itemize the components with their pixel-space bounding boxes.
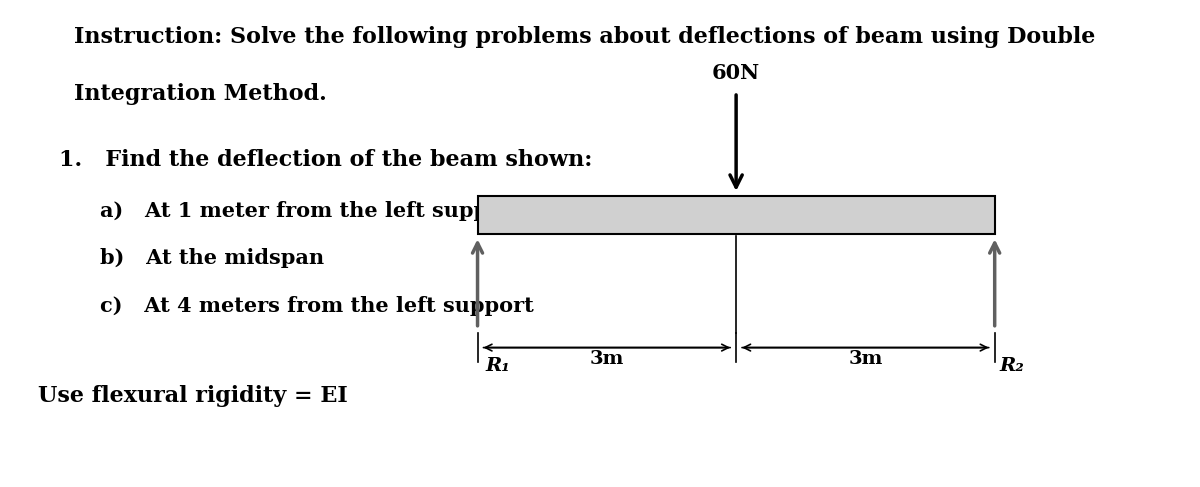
Text: R₂: R₂ [1000, 357, 1025, 375]
Text: b)   At the midspan: b) At the midspan [100, 248, 324, 268]
Text: R₁: R₁ [486, 357, 510, 375]
Text: Use flexural rigidity = EI: Use flexural rigidity = EI [38, 385, 348, 408]
Text: 3m: 3m [848, 350, 882, 368]
Text: 3m: 3m [589, 350, 624, 368]
Text: 60N: 60N [712, 63, 761, 83]
Bar [478, 196, 995, 234]
Text: c)   At 4 meters from the left support: c) At 4 meters from the left support [100, 296, 534, 316]
Text: Integration Method.: Integration Method. [74, 83, 326, 105]
Text: a)   At 1 meter from the left support: a) At 1 meter from the left support [100, 201, 523, 221]
Text: Instruction: Solve the following problems about deflections of beam using Double: Instruction: Solve the following problem… [74, 26, 1096, 48]
Text: 1.   Find the deflection of the beam shown:: 1. Find the deflection of the beam shown… [59, 149, 592, 171]
